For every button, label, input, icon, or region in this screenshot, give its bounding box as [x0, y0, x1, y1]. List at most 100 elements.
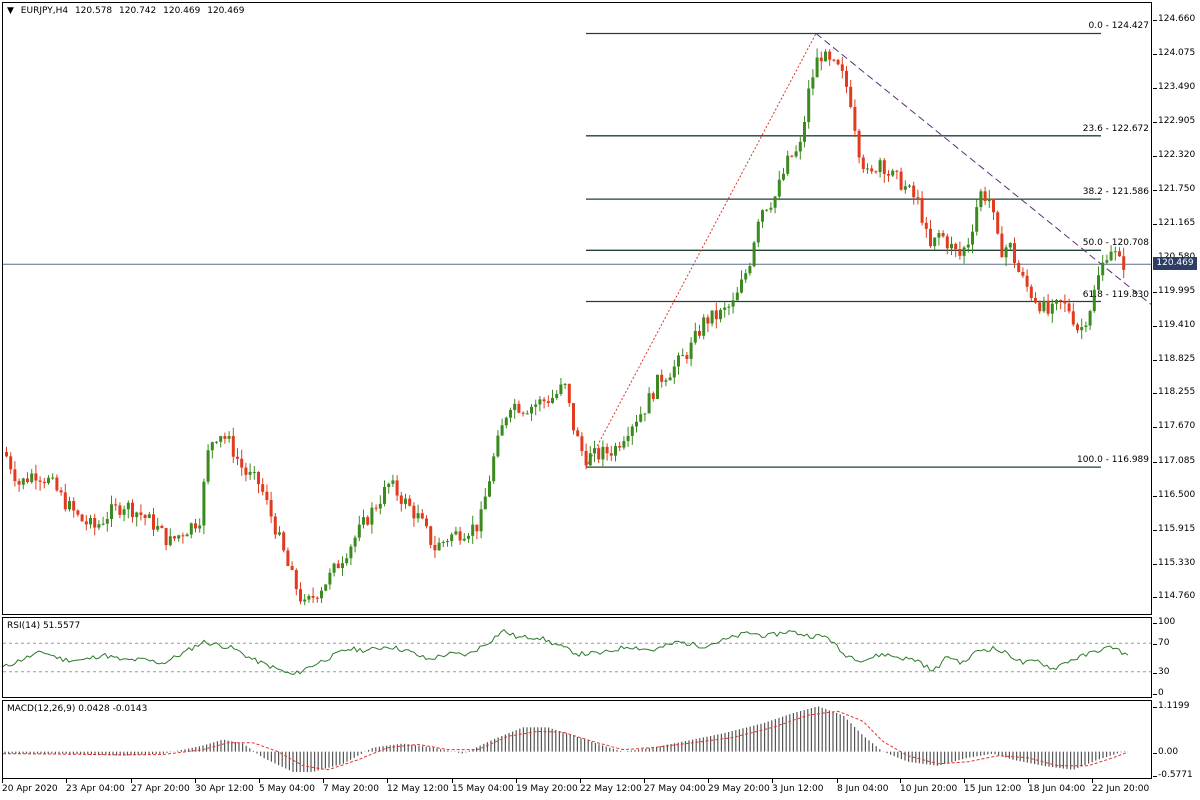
price-axis[interactable]: 124.660 124.075 123.490 122.905 122.320 121.7…: [1152, 2, 1200, 615]
candle-body: [584, 450, 588, 466]
candle-body: [672, 366, 676, 378]
candle-body: [89, 517, 92, 525]
candle-body: [706, 317, 710, 324]
price-tick-label: 121.165: [1152, 217, 1196, 228]
rsi-label: RSI(14) 51.5577: [7, 621, 81, 631]
candle-body: [1025, 275, 1029, 287]
candle-body: [870, 168, 874, 172]
candle-body: [307, 595, 311, 600]
candle-body: [425, 518, 428, 527]
candle-body: [803, 121, 806, 142]
candle-body: [698, 330, 701, 336]
candle-body: [1109, 251, 1113, 261]
candle-body: [441, 541, 445, 543]
candle-body: [651, 393, 655, 399]
rsi-tick-label: 100: [1152, 617, 1176, 627]
candle-body: [1046, 300, 1050, 314]
candle-body: [420, 513, 424, 519]
candle-body: [479, 509, 483, 532]
candle-body: [987, 198, 991, 202]
candle-body: [1067, 303, 1071, 312]
candle-body: [731, 300, 735, 307]
candle-body: [72, 501, 76, 511]
candle-body: [286, 550, 290, 567]
macd-pane[interactable]: MACD(12,26,9) 0.0428 -0.0143: [2, 700, 1152, 779]
candle-body: [173, 536, 176, 539]
candle-body: [811, 77, 815, 89]
candle-body: [454, 531, 458, 535]
candle-body: [798, 141, 802, 152]
candle-body: [80, 514, 84, 522]
candle-body: [954, 243, 958, 250]
candle-body: [979, 191, 983, 208]
candle-body: [59, 490, 63, 493]
candle-body: [546, 401, 550, 403]
rsi-axis: 100 70 30 0: [1152, 617, 1200, 698]
candle-body: [1017, 262, 1021, 272]
candle-body: [597, 448, 601, 460]
candle-body: [685, 355, 689, 359]
candle-body: [294, 570, 298, 590]
candle-body: [710, 310, 714, 324]
price-tick-label: 119.410: [1152, 319, 1196, 330]
candle-body: [1063, 301, 1067, 304]
candle-body: [576, 430, 580, 437]
candle-body: [47, 477, 50, 484]
candlestick-chart: [3, 32, 1151, 606]
ohlc-open: 120.578: [74, 6, 113, 16]
candle-body: [131, 502, 134, 518]
candle-body: [740, 279, 743, 293]
candle-body: [656, 374, 659, 399]
candle-body: [1076, 324, 1079, 331]
candle-body: [450, 534, 454, 542]
macd-signal-line: [3, 710, 1129, 771]
time-tick-label: 18 Jun 04:00: [1028, 779, 1086, 794]
candle-body: [488, 481, 491, 497]
fib-level-label: 50.0 - 120.708: [1082, 238, 1149, 249]
candle-body: [815, 57, 819, 78]
price-tick-label: 115.330: [1152, 557, 1196, 568]
candle-body: [366, 517, 370, 525]
candle-body: [1113, 251, 1117, 253]
price-chart-pane[interactable]: ▼ EURJPY,H4 120.578 120.742 120.469 120.…: [2, 2, 1152, 615]
time-tick-label: 27 Apr 20:00: [131, 779, 190, 794]
candle-body: [635, 421, 638, 427]
candle-body: [114, 504, 118, 506]
candle-body: [236, 456, 239, 459]
candle-body: [357, 524, 361, 538]
macd-label: MACD(12,26,9) 0.0428 -0.0143: [7, 704, 148, 714]
time-tick-label: 29 May 20:00: [708, 779, 770, 794]
candle-body: [1013, 243, 1016, 263]
candle-body: [992, 198, 995, 213]
candle-body: [429, 526, 433, 545]
candle-body: [572, 403, 575, 431]
candle-body: [677, 355, 680, 367]
price-tick-label: 119.995: [1152, 285, 1196, 296]
candle-body: [152, 514, 155, 530]
candle-body: [933, 237, 937, 247]
candle-body: [1029, 286, 1033, 299]
candle-body: [1034, 298, 1037, 303]
candle-body: [752, 242, 756, 267]
candle-body: [273, 516, 277, 535]
candle-body: [437, 542, 441, 551]
time-tick-label: 7 May 20:00: [323, 779, 379, 794]
candle-body: [63, 492, 67, 510]
candle-body: [916, 197, 920, 199]
candle-body: [395, 480, 399, 496]
dropdown-triangle-icon[interactable]: ▼: [7, 6, 14, 16]
candle-body: [559, 384, 563, 395]
time-tick-label: 15 May 04:00: [452, 779, 514, 794]
candle-body: [866, 168, 869, 170]
candle-body: [1000, 233, 1004, 258]
candle-body: [1071, 311, 1075, 325]
candle-body: [769, 207, 773, 210]
rsi-pane[interactable]: RSI(14) 51.5577: [2, 617, 1152, 698]
candle-body: [84, 521, 88, 525]
candle-body: [551, 397, 554, 403]
candle-body: [139, 512, 143, 515]
candle-body: [500, 425, 504, 436]
candle-body: [378, 503, 382, 509]
candle-body: [622, 441, 626, 448]
candle-body: [950, 243, 953, 249]
